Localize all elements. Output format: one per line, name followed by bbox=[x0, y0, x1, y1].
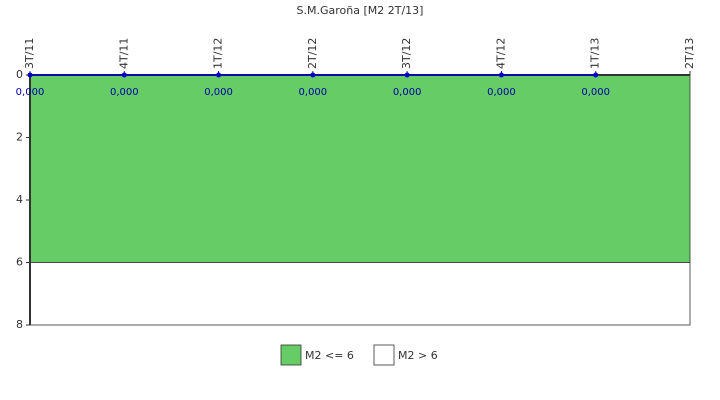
value-label: 0,000 bbox=[393, 87, 422, 98]
point bbox=[27, 72, 33, 78]
point bbox=[498, 72, 504, 78]
point bbox=[216, 72, 222, 78]
legend-swatch bbox=[373, 344, 395, 366]
value-label: 0,000 bbox=[110, 87, 139, 98]
x-tick-label: 4T/11 bbox=[117, 38, 130, 69]
x-tick-label: 2T/12 bbox=[306, 38, 319, 69]
value-label: 0,000 bbox=[487, 87, 516, 98]
value-label: 0,000 bbox=[204, 87, 233, 98]
y-tick-label: 2 bbox=[16, 131, 23, 144]
legend-label: M2 <= 6 bbox=[305, 349, 354, 362]
x-tick-label: 3T/11 bbox=[23, 38, 36, 69]
x-tick-label: 1T/12 bbox=[212, 38, 225, 69]
y-tick-label: 0 bbox=[16, 68, 23, 81]
x-tick-label: 2T/13 bbox=[683, 38, 696, 69]
legend-label: M2 > 6 bbox=[398, 349, 438, 362]
point bbox=[121, 72, 127, 78]
point bbox=[404, 72, 410, 78]
y-tick-label: 6 bbox=[16, 256, 23, 269]
chart-title: S.M.Garoña [M2 2T/13] bbox=[297, 4, 424, 17]
y-tick-label: 8 bbox=[16, 318, 23, 331]
legend-swatch bbox=[280, 344, 302, 366]
band bbox=[29, 262, 691, 326]
value-label: 0,000 bbox=[16, 87, 45, 98]
value-label: 0,000 bbox=[299, 87, 328, 98]
x-tick-label: 4T/12 bbox=[494, 38, 507, 69]
band bbox=[29, 74, 691, 263]
y-tick-label: 4 bbox=[16, 193, 23, 206]
x-tick-label: 1T/13 bbox=[589, 38, 602, 69]
value-label: 0,000 bbox=[581, 87, 610, 98]
x-tick-label: 3T/12 bbox=[400, 38, 413, 69]
point bbox=[593, 72, 599, 78]
point bbox=[310, 72, 316, 78]
